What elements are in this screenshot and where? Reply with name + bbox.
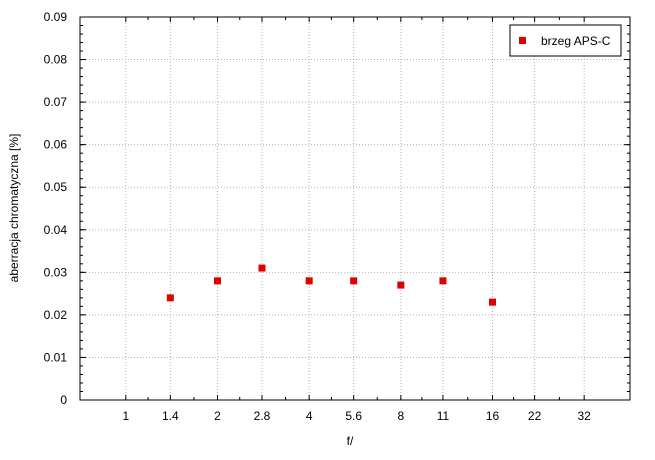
x-tick-label: 2 (214, 409, 221, 423)
x-tick-label: 22 (528, 409, 542, 423)
data-point (439, 277, 447, 285)
x-tick-label: 11 (437, 409, 450, 423)
y-tick-label: 0.06 (44, 138, 68, 152)
y-tick-label: 0.09 (44, 10, 68, 24)
y-tick-label: 0 (60, 393, 67, 407)
legend-box (509, 24, 622, 57)
tick-labels: 1 1.4 2 2.8 4 5.6 8 11 16 22 32 0 0.01 0.02 0.03 0.04 0.… (44, 10, 592, 423)
x-tick-label: 5.6 (345, 409, 362, 423)
data-point (350, 277, 358, 285)
y-tick-label: 0.05 (44, 180, 68, 194)
plot-frame (79, 16, 631, 401)
x-tick-label: 1.4 (162, 409, 179, 423)
legend-label: brzeg APS-C (541, 34, 611, 48)
x-tick-label: 2.8 (254, 409, 271, 423)
y-tick-label: 0.03 (44, 265, 68, 279)
axis-ticks (80, 16, 630, 401)
legend: brzeg APS-C (509, 24, 622, 57)
data-point (214, 277, 222, 285)
grid (80, 16, 630, 401)
data-point (258, 264, 266, 272)
data-point (488, 298, 496, 306)
x-tick-label: 4 (306, 409, 313, 423)
x-tick-label: 16 (486, 409, 500, 423)
data-point (397, 281, 405, 289)
y-tick-label: 0.08 (44, 53, 68, 67)
y-tick-label: 0.04 (44, 223, 68, 237)
legend-marker (519, 37, 526, 44)
data-point (166, 294, 174, 302)
y-axis-title: aberracja chromatyczna [%] (7, 134, 21, 283)
x-tick-label: 1 (122, 409, 129, 423)
y-tick-label: 0.01 (44, 350, 68, 364)
y-tick-label: 0.02 (44, 308, 68, 322)
data-point (305, 277, 313, 285)
x-tick-label: 8 (397, 409, 404, 423)
x-tick-label: 32 (577, 409, 591, 423)
y-tick-label: 0.07 (44, 95, 68, 109)
data-points (166, 264, 496, 306)
x-axis-title: f/ (347, 434, 354, 448)
